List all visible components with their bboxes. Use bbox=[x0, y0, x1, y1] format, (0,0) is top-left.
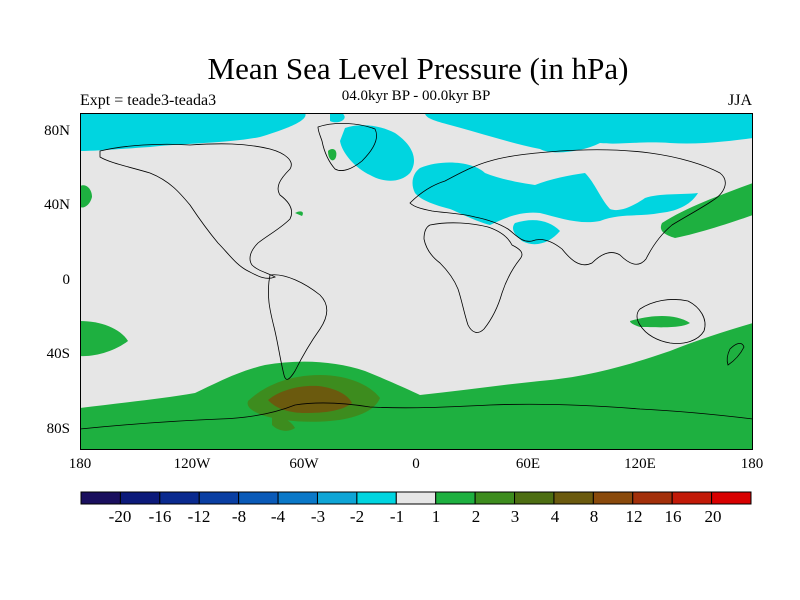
colorbar-box bbox=[238, 491, 279, 505]
colorbar-label: 2 bbox=[471, 507, 481, 526]
colorbar-box bbox=[395, 491, 437, 505]
lon-label-0: 0 bbox=[412, 456, 420, 472]
olive-patch bbox=[272, 413, 295, 431]
colorbar-box bbox=[435, 491, 476, 505]
colorbar-label: 3 bbox=[510, 507, 520, 526]
positive-anomaly-regions bbox=[80, 183, 753, 450]
colorbar-box bbox=[356, 491, 397, 505]
colorbar-box bbox=[119, 491, 161, 505]
colorbar-label: -4 bbox=[270, 507, 286, 526]
colorbar-label: -1 bbox=[389, 507, 405, 526]
lon-label-180w: 180 bbox=[68, 456, 92, 472]
coastlines bbox=[80, 123, 753, 430]
map-title: Mean Sea Level Pressure (in hPa) bbox=[207, 51, 629, 86]
colorbar-label: 1 bbox=[431, 507, 441, 526]
colorbar-box bbox=[632, 491, 673, 505]
lon-label-60e: 60E bbox=[515, 456, 541, 472]
greenland-patch bbox=[328, 149, 337, 161]
colorbar-box bbox=[514, 491, 555, 505]
colorbar-label: 16 bbox=[664, 507, 682, 526]
colorbar-label: -2 bbox=[349, 507, 365, 526]
season-label: JJA bbox=[727, 92, 752, 109]
colorbar-label: -20 bbox=[108, 507, 132, 526]
map-frame bbox=[80, 113, 753, 450]
colorbar-label: -12 bbox=[187, 507, 211, 526]
colorbar-box bbox=[553, 491, 594, 505]
colorbar-box bbox=[198, 491, 240, 505]
colorbar-label: 8 bbox=[589, 507, 599, 526]
lat-label-40s: 40S bbox=[46, 346, 70, 362]
colorbar-label: -3 bbox=[310, 507, 326, 526]
pressure-map bbox=[80, 113, 753, 450]
colorbar-box bbox=[671, 491, 713, 505]
lat-label-0: 0 bbox=[62, 272, 71, 288]
colorbar-label: 4 bbox=[550, 507, 560, 526]
lat-label-80n: 80N bbox=[44, 123, 70, 139]
brown-anomaly-region bbox=[268, 385, 352, 413]
colorbar-label: 20 bbox=[704, 507, 722, 526]
map-subtitle: 04.0kyr BP - 00.0kyr BP bbox=[341, 88, 491, 104]
lon-label-120e: 120E bbox=[624, 456, 656, 472]
colorbar-label: -8 bbox=[231, 507, 247, 526]
lat-label-80s: 80S bbox=[46, 421, 70, 437]
colorbar-box bbox=[277, 491, 318, 505]
atlantic-patch bbox=[295, 211, 303, 216]
negative-anomaly-regions bbox=[80, 113, 753, 245]
colorbar-label: -16 bbox=[148, 507, 172, 526]
colorbar-box bbox=[159, 491, 200, 505]
colorbar bbox=[80, 491, 752, 505]
lon-label-180e: 180 bbox=[740, 456, 764, 472]
colorbar-box bbox=[316, 491, 358, 505]
lat-label-40n: 40N bbox=[44, 197, 70, 213]
experiment-label: Expt = teade3-teada3 bbox=[80, 92, 217, 109]
colorbar-label: 12 bbox=[625, 507, 643, 526]
colorbar-box bbox=[711, 491, 752, 505]
lon-label-120w: 120W bbox=[173, 456, 211, 472]
colorbar-box bbox=[474, 491, 516, 505]
colorbar-box bbox=[80, 491, 121, 505]
lon-label-60w: 60W bbox=[289, 456, 319, 472]
colorbar-box bbox=[592, 491, 634, 505]
